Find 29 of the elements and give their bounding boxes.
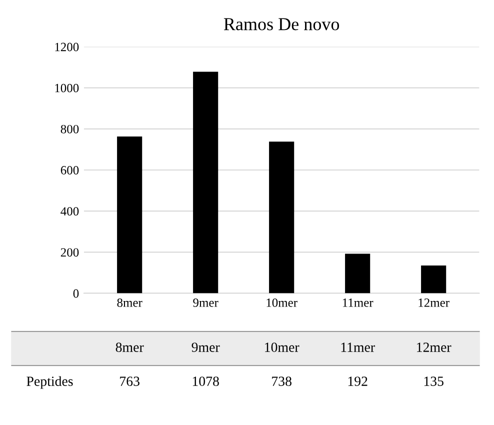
x-tick-label: 8mer — [117, 298, 142, 307]
category-label: 11mer — [341, 342, 375, 352]
text: Peptides — [26, 376, 73, 389]
data-label: 738 — [272, 376, 292, 386]
data-label: 1078 — [192, 376, 219, 386]
y-tick-label: 1200 — [55, 42, 79, 52]
x-tick-label: 9mer — [193, 298, 218, 307]
category-label: 10mer — [265, 342, 300, 352]
bar — [193, 72, 218, 294]
y-tick-label: 0 — [73, 289, 79, 298]
chart-title: Ramos De novo — [224, 18, 340, 30]
bar — [269, 142, 294, 294]
x-tick-label: 11mer — [342, 298, 374, 307]
data-label: 135 — [424, 376, 444, 386]
y-tick-label: 200 — [60, 248, 79, 257]
x-tick-label: 12mer — [418, 298, 450, 307]
bar — [345, 254, 370, 294]
data-label: 192 — [348, 376, 368, 386]
bar — [421, 266, 446, 294]
bar — [117, 136, 142, 294]
category-label: 12mer — [417, 342, 452, 352]
category-label: 9mer — [192, 342, 220, 352]
x-tick-label: 10mer — [266, 298, 298, 307]
y-tick-label: 600 — [60, 166, 79, 174]
data-label: 763 — [120, 376, 140, 386]
y-tick-label: 400 — [60, 207, 79, 216]
category-label: 8mer — [116, 342, 144, 352]
y-tick-label: 1000 — [55, 84, 79, 92]
y-tick-label: 800 — [60, 124, 79, 134]
